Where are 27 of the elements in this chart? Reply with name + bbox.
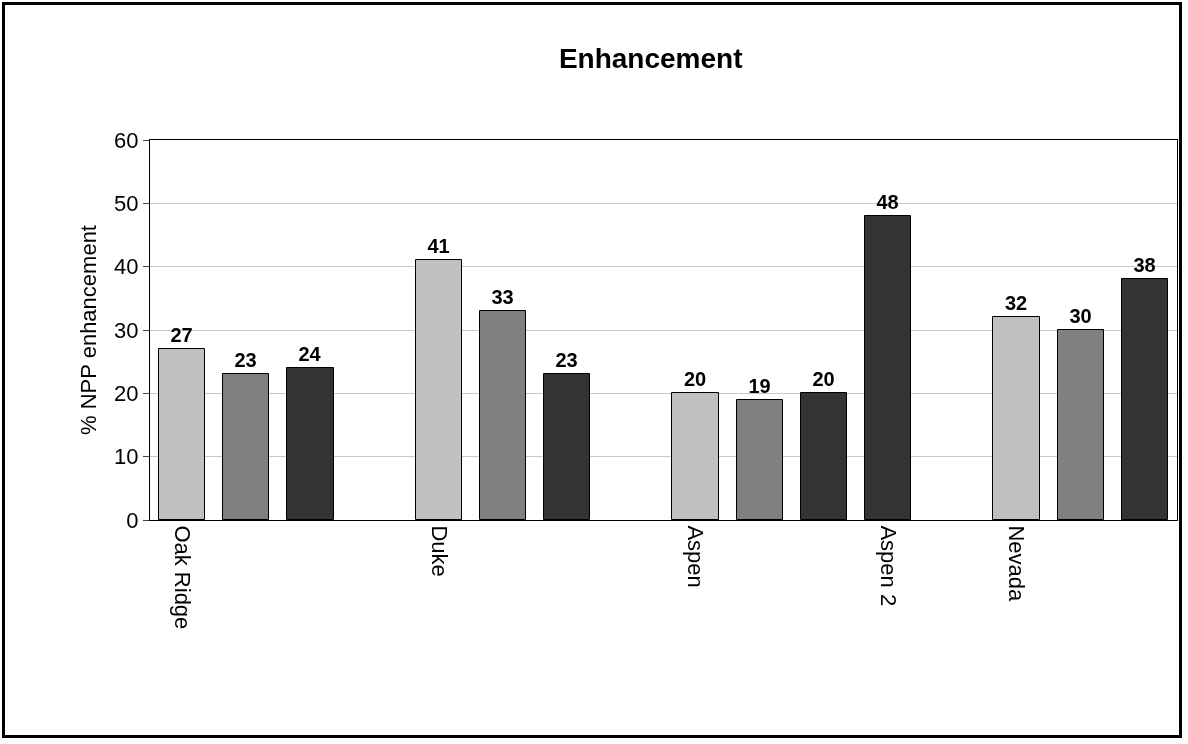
y-tick-label: 0 (126, 507, 139, 533)
data-label: 48 (876, 190, 899, 213)
x-tick-label: Duke (426, 525, 452, 577)
y-tick-label: 40 (114, 254, 139, 280)
data-label: 38 (1133, 253, 1156, 276)
x-tick-label: Aspen 2 (876, 525, 902, 607)
x-tick-label: Oak Ridge (169, 525, 195, 630)
data-label: 33 (491, 285, 514, 308)
data-label: 23 (234, 348, 257, 371)
data-label: 20 (683, 367, 707, 390)
y-tick-label: 20 (114, 381, 139, 407)
y-tick-label: 50 (114, 191, 139, 217)
y-tick-label: 10 (114, 444, 139, 470)
data-label: 27 (170, 323, 193, 346)
data-label: 19 (748, 374, 771, 397)
y-tick-label: 60 (114, 127, 139, 153)
data-label: 23 (555, 348, 578, 371)
x-tick-label: Nevada (1004, 525, 1030, 602)
y-tick-label: 30 (114, 317, 139, 343)
data-label: 24 (298, 342, 322, 365)
data-label: 20 (812, 367, 835, 390)
data-label: 32 (1004, 291, 1028, 314)
y-axis-title: % NPP enhancement (76, 225, 101, 435)
chart-title: Enhancement (558, 43, 743, 75)
data-label: 41 (427, 234, 450, 257)
x-tick-label: Aspen (683, 525, 709, 588)
data-label: 30 (1069, 304, 1092, 327)
